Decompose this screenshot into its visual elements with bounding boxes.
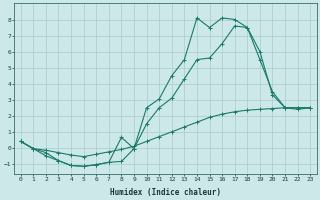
X-axis label: Humidex (Indice chaleur): Humidex (Indice chaleur) <box>110 188 221 197</box>
